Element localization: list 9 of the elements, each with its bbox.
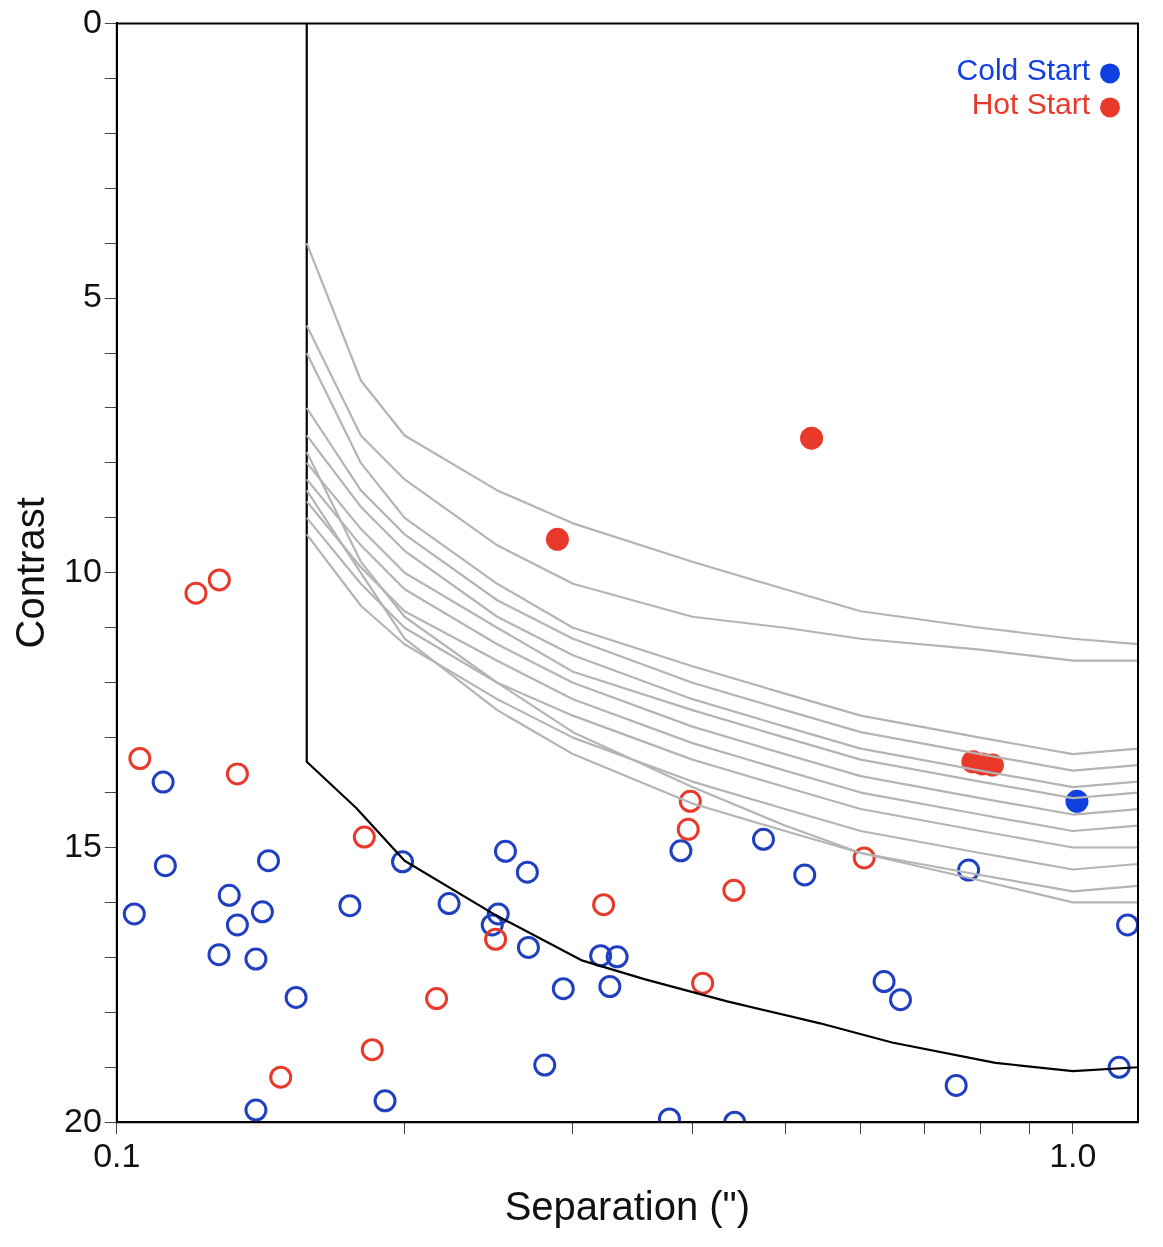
- y-tick-label: 5: [82, 276, 102, 315]
- y-tick-label: 10: [63, 551, 102, 590]
- y-axis-title: Contrast: [8, 497, 53, 649]
- y-tick-label: 0: [82, 1, 102, 40]
- legend-label: Cold Start: [956, 52, 1091, 86]
- x-axis-title: Separation ("): [504, 1184, 751, 1229]
- y-tick-label: 15: [63, 825, 102, 864]
- legend-label: Hot Start: [971, 86, 1091, 120]
- x-tick-label: 1.0: [1049, 1135, 1097, 1174]
